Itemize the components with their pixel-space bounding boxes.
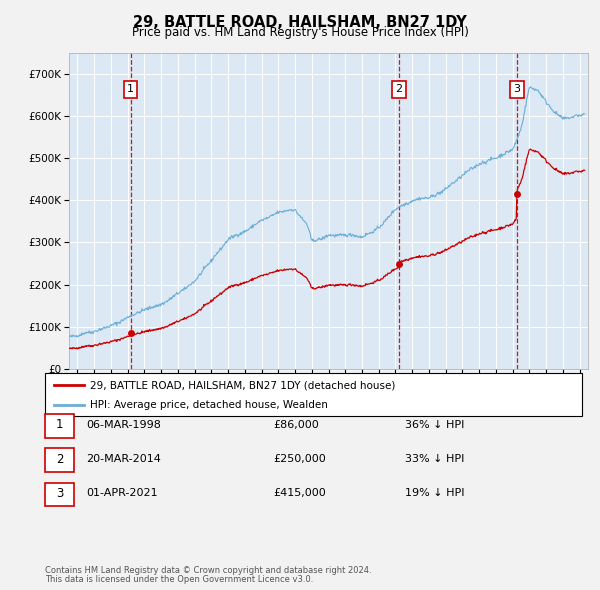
Text: 01-APR-2021: 01-APR-2021 [86,489,157,498]
Text: £415,000: £415,000 [273,489,326,498]
Text: 1: 1 [56,418,63,431]
Text: 2: 2 [395,84,403,94]
Text: 2: 2 [56,453,63,466]
Text: This data is licensed under the Open Government Licence v3.0.: This data is licensed under the Open Gov… [45,575,313,584]
Text: 29, BATTLE ROAD, HAILSHAM, BN27 1DY (detached house): 29, BATTLE ROAD, HAILSHAM, BN27 1DY (det… [90,381,395,391]
Text: Price paid vs. HM Land Registry's House Price Index (HPI): Price paid vs. HM Land Registry's House … [131,26,469,39]
Text: 36% ↓ HPI: 36% ↓ HPI [405,420,464,430]
Text: 3: 3 [514,84,520,94]
Text: Contains HM Land Registry data © Crown copyright and database right 2024.: Contains HM Land Registry data © Crown c… [45,566,371,575]
Text: 3: 3 [56,487,63,500]
Text: 1: 1 [127,84,134,94]
Text: 29, BATTLE ROAD, HAILSHAM, BN27 1DY: 29, BATTLE ROAD, HAILSHAM, BN27 1DY [133,15,467,30]
Text: £86,000: £86,000 [273,420,319,430]
Text: £250,000: £250,000 [273,454,326,464]
Text: 19% ↓ HPI: 19% ↓ HPI [405,489,464,498]
Text: HPI: Average price, detached house, Wealden: HPI: Average price, detached house, Weal… [90,401,328,410]
Text: 20-MAR-2014: 20-MAR-2014 [86,454,161,464]
Text: 33% ↓ HPI: 33% ↓ HPI [405,454,464,464]
Text: 06-MAR-1998: 06-MAR-1998 [86,420,161,430]
